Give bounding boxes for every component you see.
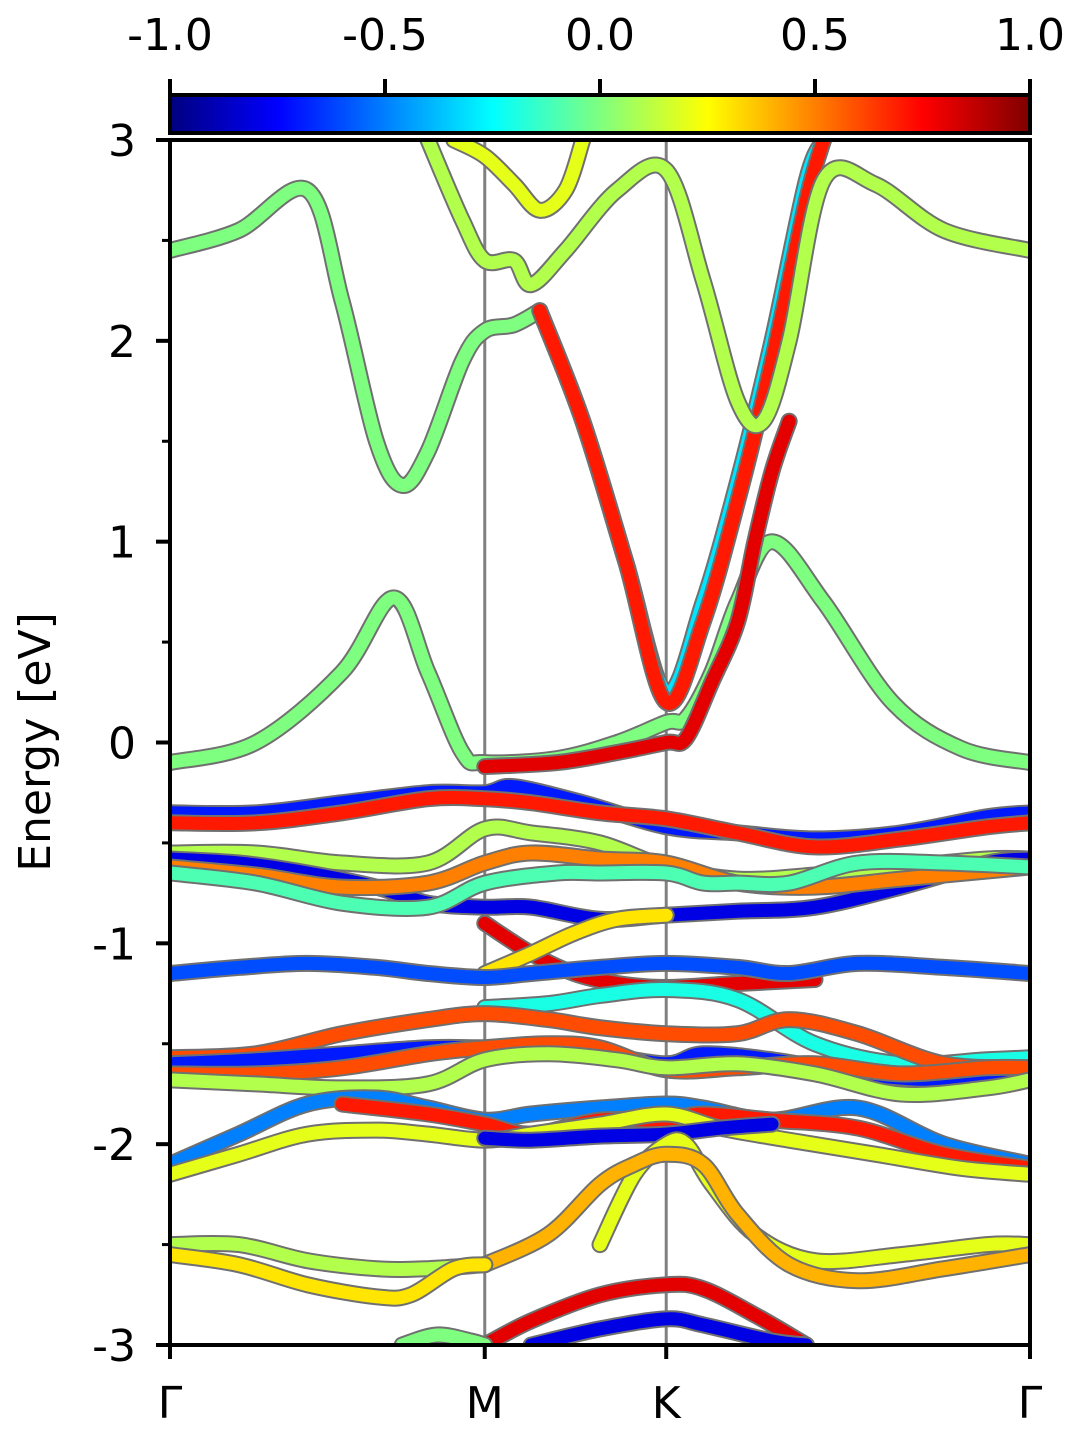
y-tick-label: 0 — [108, 719, 136, 770]
colorbar-gradient — [168, 93, 1032, 135]
band-line — [170, 1248, 492, 1305]
colorbar-tick-label: 0.0 — [565, 10, 635, 61]
y-axis-title: Energy [eV] — [10, 612, 61, 872]
y-tick-label: 1 — [108, 518, 136, 569]
band-line — [447, 140, 590, 217]
band-line — [170, 1007, 1030, 1075]
y-tick-label: 3 — [108, 116, 136, 167]
band-line — [170, 1236, 492, 1276]
band-line — [478, 414, 796, 774]
y-tick-label: -3 — [92, 1321, 136, 1372]
x-tick-label: Γ — [158, 1378, 183, 1429]
band-lines — [170, 140, 1030, 1345]
band-line — [170, 846, 1030, 895]
band-line — [170, 852, 1030, 926]
y-tick-label: 2 — [108, 317, 136, 368]
band-line — [478, 1147, 1030, 1288]
colorbar-tick-label: -0.5 — [342, 10, 428, 61]
x-tick-label: Γ — [1018, 1378, 1043, 1429]
band-line — [478, 908, 673, 980]
band-line — [533, 140, 831, 710]
x-tick-label: K — [652, 1378, 682, 1429]
y-tick-label: -1 — [92, 919, 136, 970]
y-tick-label: -2 — [92, 1120, 136, 1171]
band-line — [170, 1047, 1030, 1101]
band-line — [170, 791, 1030, 854]
band-line — [170, 1107, 1030, 1181]
x-tick-label: M — [466, 1378, 504, 1429]
band-line — [478, 1277, 813, 1345]
colorbar-tick-label: 0.5 — [780, 10, 850, 61]
band-line — [170, 1091, 1030, 1171]
band-outline — [170, 533, 1030, 772]
band-line — [524, 1312, 813, 1345]
band-line — [421, 140, 1030, 433]
y-axis-ticks: 3 2 1 0 -1 -2 -3 — [92, 116, 170, 1372]
band-line — [170, 535, 1030, 770]
band-line — [170, 956, 1030, 985]
colorbar-tick-label: -1.0 — [127, 10, 213, 61]
plot-area: 3 2 1 0 -1 -2 -3 Γ M K Γ — [92, 116, 1043, 1429]
band-line — [170, 854, 1030, 916]
colorbar: -1.0 -0.5 0.0 0.5 1.0 — [127, 10, 1065, 135]
band-line — [478, 1117, 779, 1147]
band-line — [170, 1037, 1030, 1081]
band-line — [170, 181, 547, 492]
colorbar-ticks: -1.0 -0.5 0.0 0.5 1.0 — [127, 10, 1065, 95]
colorbar-tick-label: 1.0 — [995, 10, 1065, 61]
